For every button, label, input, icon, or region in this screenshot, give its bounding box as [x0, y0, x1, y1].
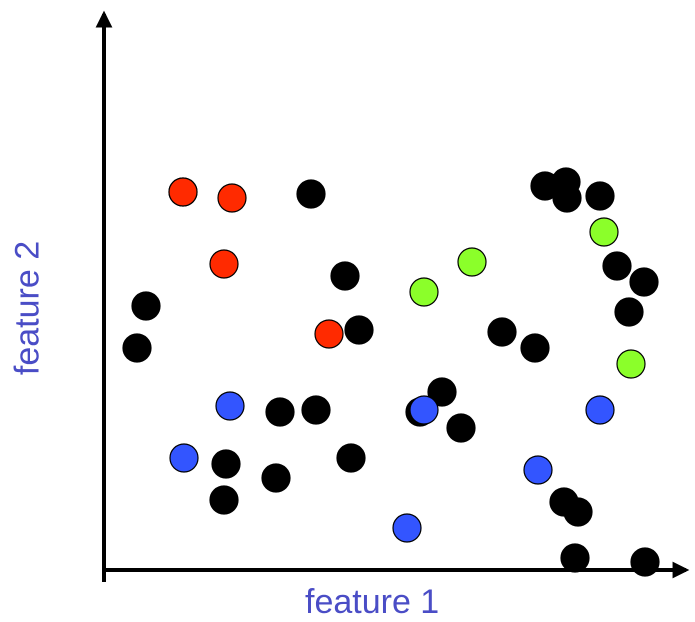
scatter-point — [217, 183, 247, 213]
scatter-point — [616, 349, 646, 379]
y-axis-label: feature 2 — [8, 240, 47, 376]
scatter-point — [602, 251, 632, 281]
scatter-point — [301, 395, 331, 425]
scatter-point — [560, 543, 590, 573]
scatter-point — [446, 413, 476, 443]
scatter-point — [551, 167, 581, 197]
scatter-point — [409, 277, 439, 307]
scatter-point — [344, 315, 374, 345]
scatter-point — [209, 249, 239, 279]
scatter-point — [265, 397, 295, 427]
scatter-point — [209, 485, 239, 515]
scatter-point — [131, 291, 161, 321]
scatter-point — [296, 179, 326, 209]
scatter-point — [457, 247, 487, 277]
scatter-point — [215, 391, 245, 421]
scatter-point — [487, 317, 517, 347]
scatter-point — [427, 377, 457, 407]
scatter-point — [614, 297, 644, 327]
scatter-point — [261, 463, 291, 493]
scatter-point — [520, 333, 550, 363]
scatter-point — [211, 449, 241, 479]
scatter-point — [330, 261, 360, 291]
scatter-point — [168, 177, 198, 207]
scatter-point — [122, 333, 152, 363]
scatter-point — [409, 395, 439, 425]
scatter-point — [585, 395, 615, 425]
scatter-point — [169, 443, 199, 473]
scatter-point — [523, 455, 553, 485]
scatter-point — [630, 547, 660, 577]
scatter-point — [314, 319, 344, 349]
scatter-point — [336, 443, 366, 473]
scatter-point — [589, 217, 619, 247]
x-axis-label: feature 1 — [305, 583, 440, 621]
scatter-point — [629, 267, 659, 297]
scatter-point — [585, 181, 615, 211]
scatter-point — [549, 487, 579, 517]
scatter-point — [392, 513, 422, 543]
